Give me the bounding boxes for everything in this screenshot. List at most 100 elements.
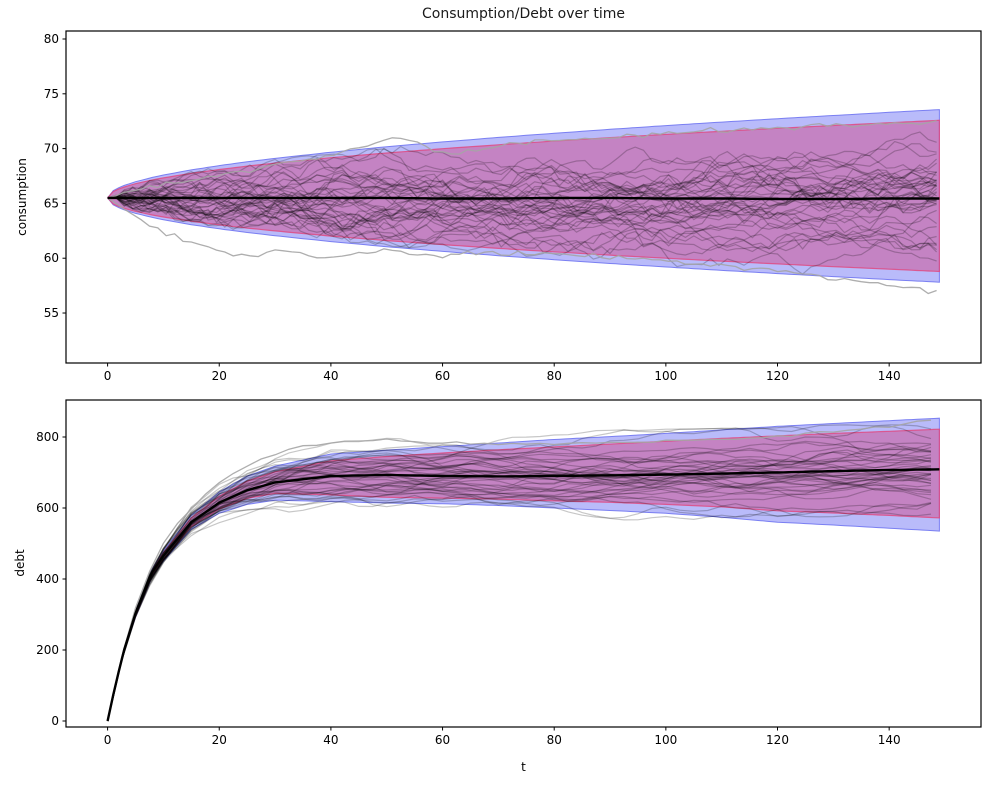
x-tick-label: 140 bbox=[878, 369, 901, 383]
y-tick-label: 800 bbox=[36, 430, 59, 444]
sample-path bbox=[107, 187, 937, 252]
sample-path bbox=[107, 481, 932, 722]
sample-path bbox=[107, 166, 937, 243]
sample-path bbox=[107, 183, 937, 222]
sample-path bbox=[107, 157, 938, 256]
sample-path bbox=[107, 474, 932, 722]
sample-path bbox=[107, 176, 937, 249]
sample-path bbox=[107, 425, 932, 722]
sample-path bbox=[107, 186, 938, 248]
sample-path bbox=[107, 191, 937, 251]
sample-path bbox=[107, 172, 937, 228]
debt-inner-band bbox=[107, 428, 940, 722]
consumption-outlier-path bbox=[107, 120, 937, 199]
y-tick-label: 200 bbox=[36, 643, 59, 657]
sample-path bbox=[107, 488, 932, 722]
y-tick-label: 80 bbox=[44, 32, 59, 46]
sample-path bbox=[107, 440, 932, 722]
sample-path bbox=[107, 151, 937, 230]
sample-path bbox=[107, 483, 932, 722]
sample-path bbox=[107, 470, 932, 722]
sample-path bbox=[107, 446, 932, 722]
sample-path bbox=[107, 189, 938, 253]
sample-path bbox=[107, 166, 937, 226]
y-tick-label: 70 bbox=[44, 142, 59, 156]
sample-path bbox=[107, 191, 937, 257]
sample-path bbox=[107, 444, 932, 722]
y-tick-label: 55 bbox=[44, 306, 59, 320]
sample-path bbox=[107, 445, 932, 722]
sample-path bbox=[107, 448, 932, 722]
sample-path bbox=[107, 458, 932, 722]
sample-path bbox=[107, 461, 932, 722]
sample-path bbox=[107, 171, 938, 240]
sample-path bbox=[107, 487, 932, 722]
sample-path bbox=[107, 140, 937, 228]
sample-path bbox=[107, 157, 937, 228]
debt-outlier-path bbox=[106, 419, 932, 722]
x-tick-label: 0 bbox=[104, 369, 112, 383]
x-tick-label: 140 bbox=[878, 733, 901, 747]
sample-path bbox=[107, 437, 932, 722]
sample-path bbox=[107, 446, 932, 722]
x-tick-label: 100 bbox=[654, 369, 677, 383]
sample-path bbox=[107, 165, 937, 212]
sample-path bbox=[107, 473, 932, 722]
x-tick-label: 80 bbox=[547, 733, 562, 747]
consumption-plot-area bbox=[106, 109, 940, 295]
y-tick-label: 600 bbox=[36, 501, 59, 515]
sample-path bbox=[107, 457, 932, 722]
sample-path bbox=[107, 171, 937, 212]
consumption-outlier-path bbox=[107, 197, 937, 295]
x-tick-label: 120 bbox=[766, 733, 789, 747]
sample-path bbox=[107, 171, 937, 230]
sample-path bbox=[107, 146, 937, 239]
sample-path bbox=[107, 440, 932, 722]
sample-path bbox=[107, 449, 932, 722]
t-axis-label: t bbox=[521, 760, 526, 774]
y-tick-label: 400 bbox=[36, 572, 59, 586]
x-tick-label: 40 bbox=[323, 369, 338, 383]
debt-plot-area bbox=[106, 417, 940, 722]
x-tick-label: 80 bbox=[547, 369, 562, 383]
sample-path bbox=[107, 192, 937, 253]
sample-path bbox=[107, 442, 932, 722]
debt-mean-line bbox=[106, 468, 940, 722]
sample-path bbox=[107, 196, 937, 268]
y-tick-label: 60 bbox=[44, 251, 59, 265]
sample-path bbox=[107, 147, 937, 199]
sample-path bbox=[107, 461, 932, 722]
sample-path bbox=[107, 456, 932, 722]
sample-path bbox=[107, 468, 932, 722]
consumption-inner-band bbox=[106, 119, 940, 273]
sample-path bbox=[107, 483, 932, 722]
x-tick-label: 20 bbox=[212, 369, 227, 383]
sample-path bbox=[107, 168, 938, 223]
sample-path bbox=[107, 169, 937, 232]
sample-path bbox=[107, 171, 937, 251]
sample-path bbox=[107, 424, 932, 722]
sample-path bbox=[107, 466, 932, 722]
sample-path bbox=[107, 170, 938, 229]
sample-path bbox=[107, 454, 932, 722]
sample-path bbox=[107, 451, 932, 722]
x-tick-label: 20 bbox=[212, 733, 227, 747]
sample-path bbox=[107, 150, 937, 209]
x-tick-label: 40 bbox=[323, 733, 338, 747]
y-tick-label: 75 bbox=[44, 87, 59, 101]
sample-path bbox=[107, 464, 932, 722]
sample-path bbox=[107, 174, 937, 225]
sample-path bbox=[107, 196, 937, 262]
sample-path bbox=[107, 181, 937, 275]
y-tick-label: 0 bbox=[51, 714, 59, 728]
sample-path bbox=[107, 131, 937, 202]
sample-path bbox=[107, 427, 932, 722]
sample-path bbox=[107, 171, 937, 201]
y-tick-label: 65 bbox=[44, 196, 59, 210]
sample-path bbox=[107, 455, 932, 722]
x-tick-label: 60 bbox=[435, 369, 450, 383]
x-tick-label: 120 bbox=[766, 369, 789, 383]
consumption-mean-line bbox=[107, 196, 940, 201]
